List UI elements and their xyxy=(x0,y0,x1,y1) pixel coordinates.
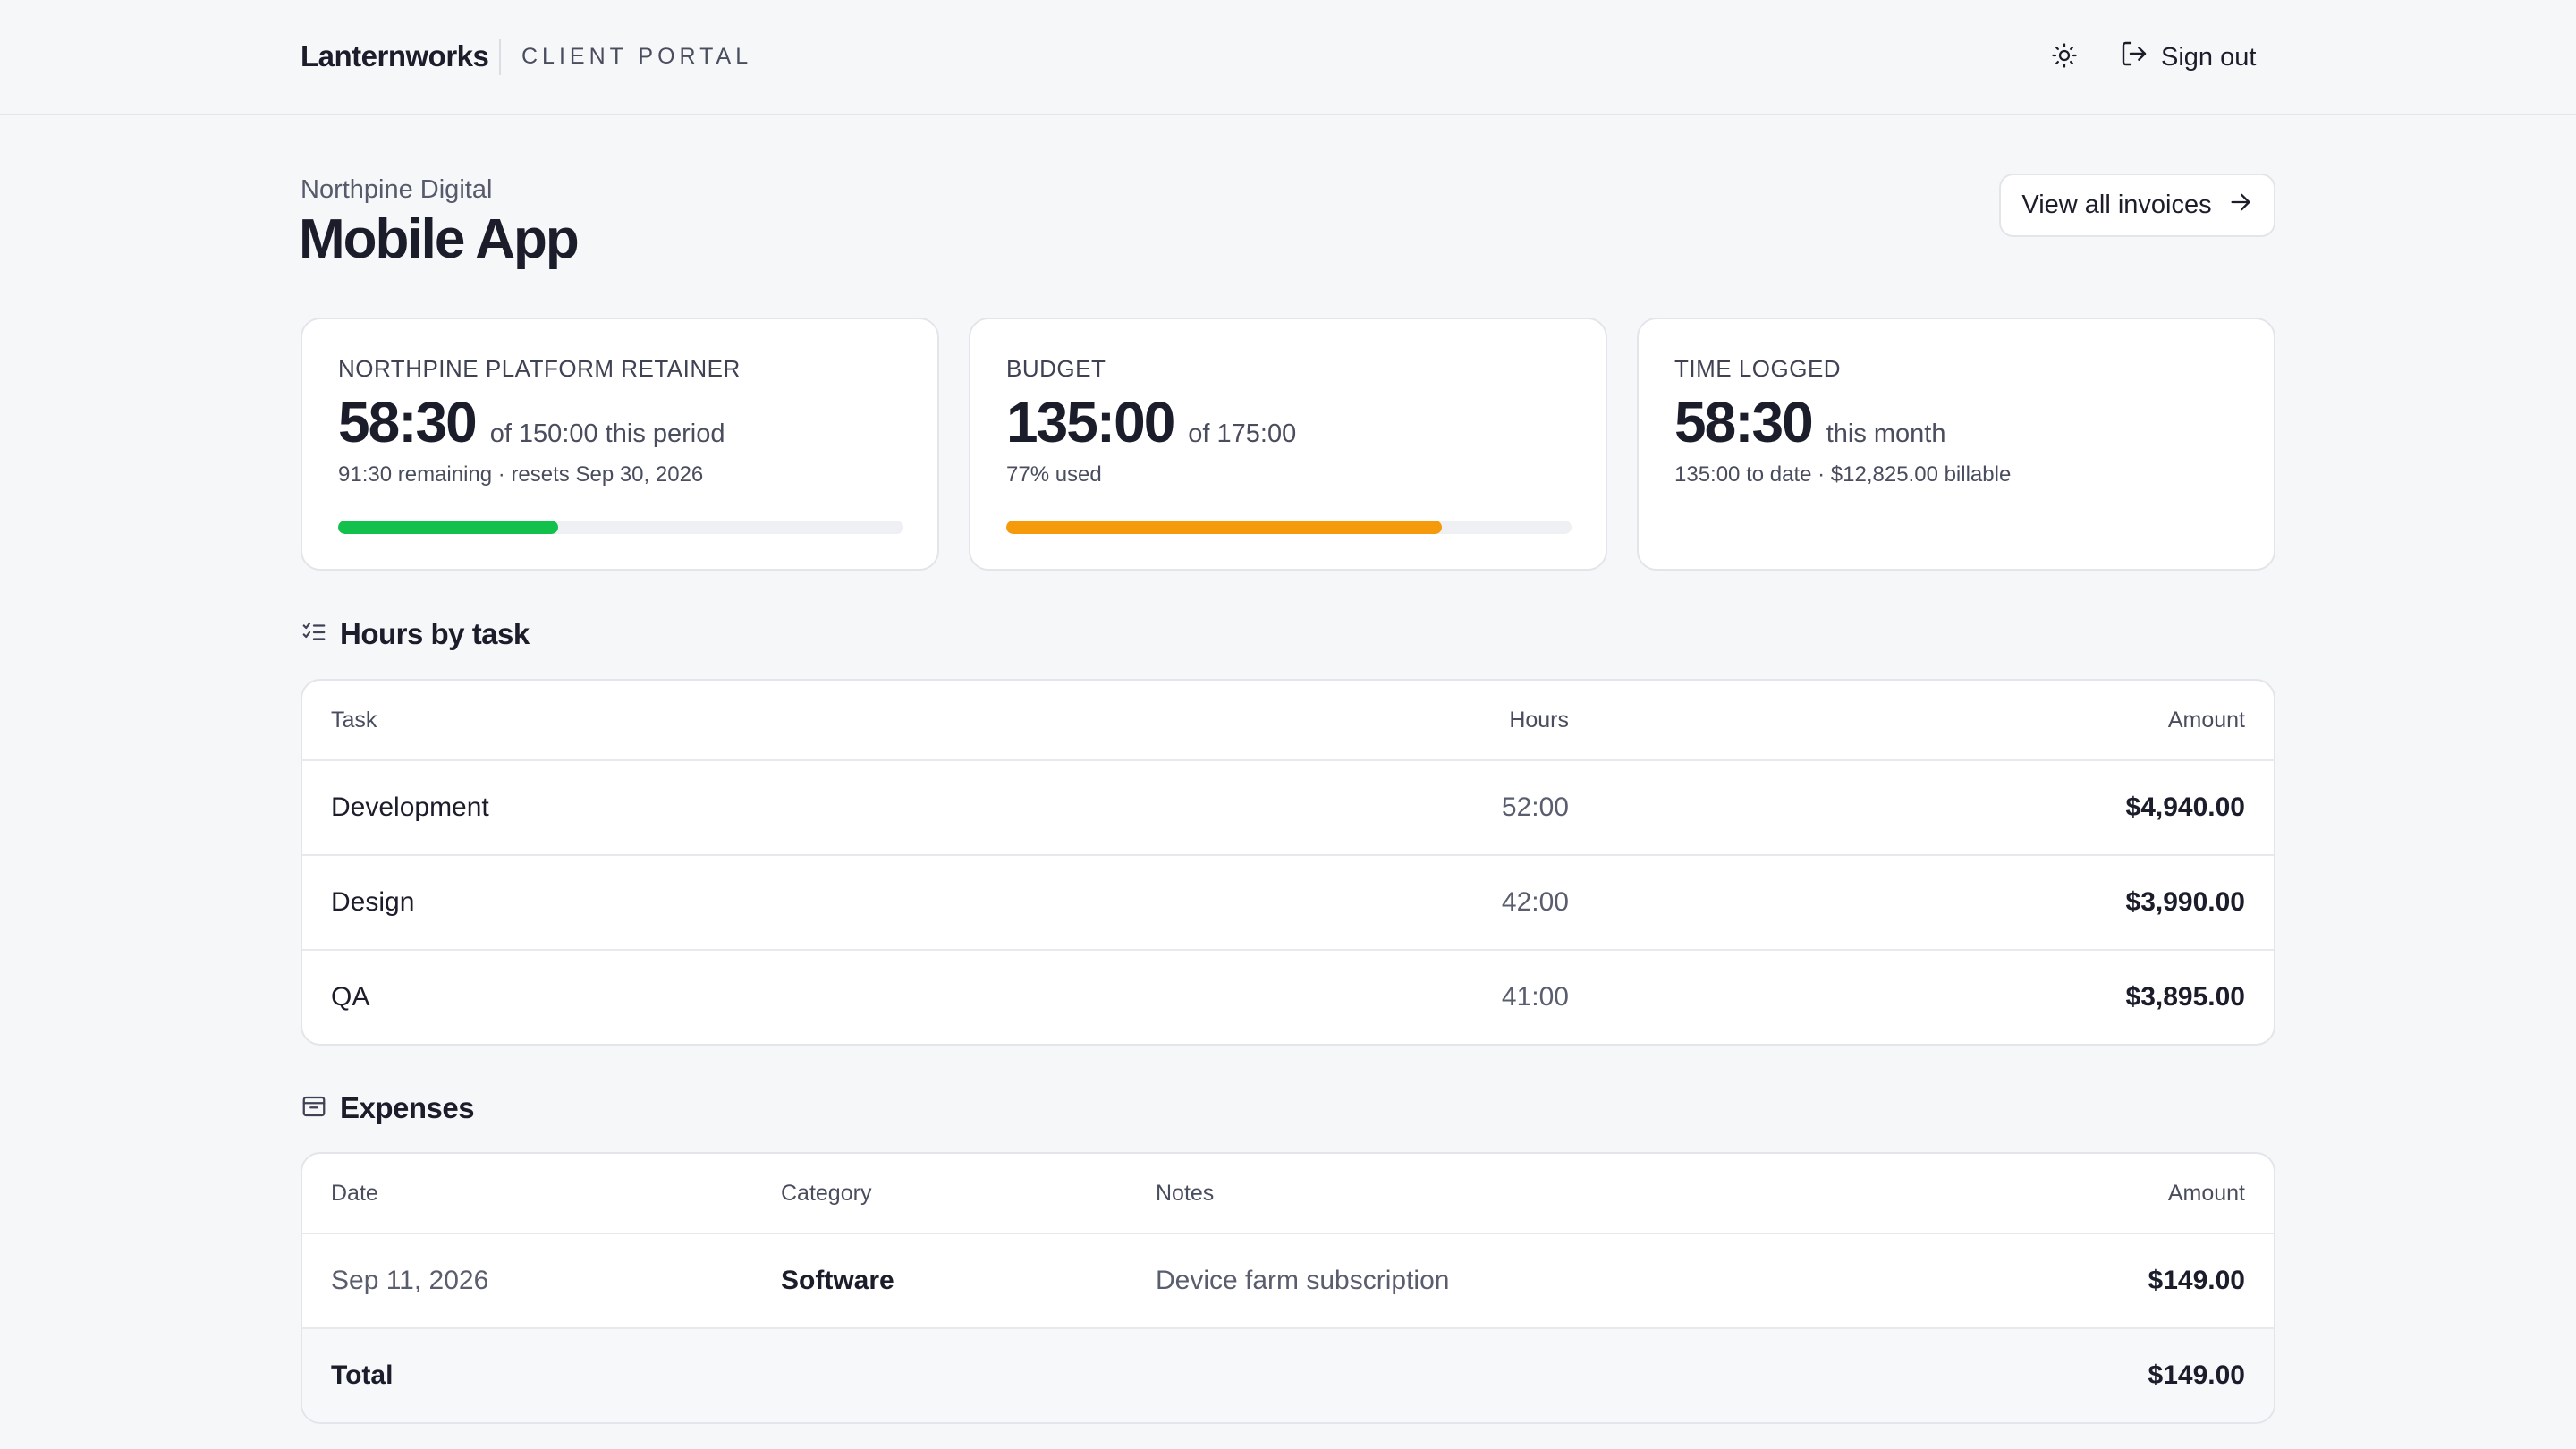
expense-category: Software xyxy=(781,1266,894,1295)
column-header-task: Task xyxy=(331,707,377,733)
task-amount: $4,940.00 xyxy=(2125,792,2245,822)
total-row: Total $149.00 xyxy=(302,1327,2274,1422)
task-hours: 42:00 xyxy=(1501,887,1569,917)
column-header-notes: Notes xyxy=(1156,1180,1215,1206)
column-header-amount: Amount xyxy=(2167,1180,2245,1206)
retainer-card: NORTHPINE PLATFORM RETAINER 58:30 of 150… xyxy=(301,318,939,571)
portal-label: CLIENT PORTAL xyxy=(521,44,753,69)
client-name: Northpine Digital xyxy=(301,175,493,204)
table-header-row: Task Hours Amount xyxy=(302,681,2274,759)
expense-amount: $149.00 xyxy=(2148,1266,2245,1295)
retainer-progress-fill xyxy=(338,521,559,534)
budget-hours-suffix: of 175:00 xyxy=(1188,419,1297,448)
checklist-icon xyxy=(301,619,327,650)
view-all-invoices-button[interactable]: View all invoices xyxy=(1999,174,2275,237)
budget-card-label: BUDGET xyxy=(1006,355,1106,382)
total-label: Total xyxy=(331,1360,394,1390)
table-row: Development 52:00 $4,940.00 xyxy=(302,759,2274,854)
budget-card: BUDGET 135:00 of 175:00 77% used xyxy=(969,318,1607,571)
top-bar: Lanternworks CLIENT PORTAL Sign out xyxy=(0,0,2576,115)
retainer-card-label: NORTHPINE PLATFORM RETAINER xyxy=(338,355,741,382)
sun-icon xyxy=(2051,42,2078,73)
time-logged-sub-text: 135:00 to date · $12,825.00 billable xyxy=(1674,462,2012,487)
retainer-hours-suffix: of 150:00 this period xyxy=(489,419,725,448)
column-header-date: Date xyxy=(331,1180,378,1206)
brand-divider xyxy=(499,39,501,75)
budget-used-text: 77% used xyxy=(1006,462,1102,487)
task-name: Development xyxy=(331,792,489,822)
retainer-hours-value: 58:30 xyxy=(338,390,478,454)
time-logged-card-label: TIME LOGGED xyxy=(1674,355,1842,382)
expense-date: Sep 11, 2026 xyxy=(331,1266,489,1295)
brand-logo[interactable]: Lanternworks xyxy=(301,39,489,72)
expenses-title: Expenses xyxy=(340,1091,475,1124)
budget-progress-fill xyxy=(1006,521,1442,534)
sign-out-icon xyxy=(2120,39,2148,75)
retainer-remaining-text: 91:30 remaining · resets Sep 30, 2026 xyxy=(338,462,704,487)
arrow-right-icon xyxy=(2228,190,2253,222)
column-header-hours: Hours xyxy=(1509,707,1569,733)
task-hours: 41:00 xyxy=(1501,982,1569,1012)
time-logged-suffix: this month xyxy=(1826,419,1946,448)
column-header-amount: Amount xyxy=(2167,707,2245,733)
retainer-progress-bar xyxy=(338,521,903,534)
theme-toggle-button[interactable] xyxy=(2046,41,2082,73)
hours-by-task-heading: Hours by task xyxy=(301,617,530,651)
table-row: QA 41:00 $3,895.00 xyxy=(302,949,2274,1044)
table-row: Design 42:00 $3,990.00 xyxy=(302,854,2274,949)
time-logged-card: TIME LOGGED 58:30 this month 135:00 to d… xyxy=(1637,318,2275,571)
hours-by-task-title: Hours by task xyxy=(340,617,530,650)
task-name: QA xyxy=(331,982,370,1012)
task-amount: $3,895.00 xyxy=(2125,982,2245,1012)
expenses-table: Date Category Notes Amount Sep 11, 2026 … xyxy=(301,1152,2275,1424)
table-row: Sep 11, 2026 Software Device farm subscr… xyxy=(302,1233,2274,1327)
receipt-icon xyxy=(301,1093,327,1124)
total-amount: $149.00 xyxy=(2148,1360,2245,1390)
view-all-invoices-label: View all invoices xyxy=(2021,191,2212,219)
page-title: Mobile App xyxy=(299,208,580,270)
budget-hours-value: 135:00 xyxy=(1006,390,1175,454)
task-amount: $3,990.00 xyxy=(2125,887,2245,917)
hours-by-task-table: Task Hours Amount Development 52:00 $4,9… xyxy=(301,679,2275,1046)
task-name: Design xyxy=(331,887,415,917)
task-hours: 52:00 xyxy=(1501,792,1569,822)
expense-notes: Device farm subscription xyxy=(1156,1266,1450,1295)
sign-out-button[interactable]: Sign out xyxy=(2120,39,2256,75)
sign-out-label: Sign out xyxy=(2161,42,2257,72)
time-logged-value: 58:30 xyxy=(1674,390,1814,454)
expenses-heading: Expenses xyxy=(301,1091,475,1125)
column-header-category: Category xyxy=(781,1180,872,1206)
table-header-row: Date Category Notes Amount xyxy=(302,1154,2274,1233)
budget-progress-bar xyxy=(1006,521,1572,534)
